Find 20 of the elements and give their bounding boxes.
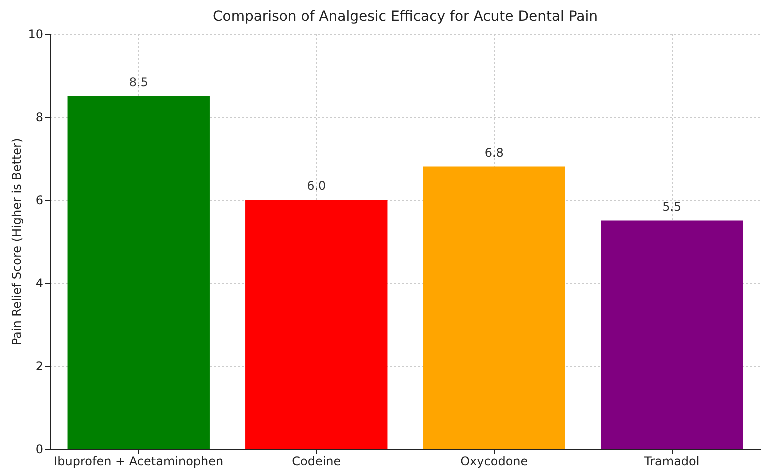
data-label: 6.8 xyxy=(484,146,504,160)
y-axis-title: Pain Relief Score (Higher is Better) xyxy=(10,138,24,346)
y-tick-label: 2 xyxy=(36,360,44,374)
x-tick-label: Codeine xyxy=(292,454,342,468)
y-tick-label: 4 xyxy=(36,276,44,290)
x-tick-label: Tramadol xyxy=(644,454,700,468)
bar xyxy=(601,220,744,449)
data-label: 6.0 xyxy=(307,179,326,193)
y-tick-label: 6 xyxy=(36,194,44,208)
chart-title: Comparison of Analgesic Efficacy for Acute Dental Pain xyxy=(212,9,598,25)
y-tick-label: 8 xyxy=(36,110,44,124)
bar xyxy=(68,96,210,449)
data-label: 5.5 xyxy=(662,200,682,214)
bar xyxy=(423,166,566,449)
bar xyxy=(246,200,388,449)
data-label: 8.5 xyxy=(129,75,148,90)
x-tick-label: Ibuprofen + Acetaminophen xyxy=(54,454,224,468)
y-tick-label: 10 xyxy=(28,28,44,42)
y-tick-label: 0 xyxy=(36,442,44,456)
x-tick-label: Oxycodone xyxy=(460,454,528,468)
